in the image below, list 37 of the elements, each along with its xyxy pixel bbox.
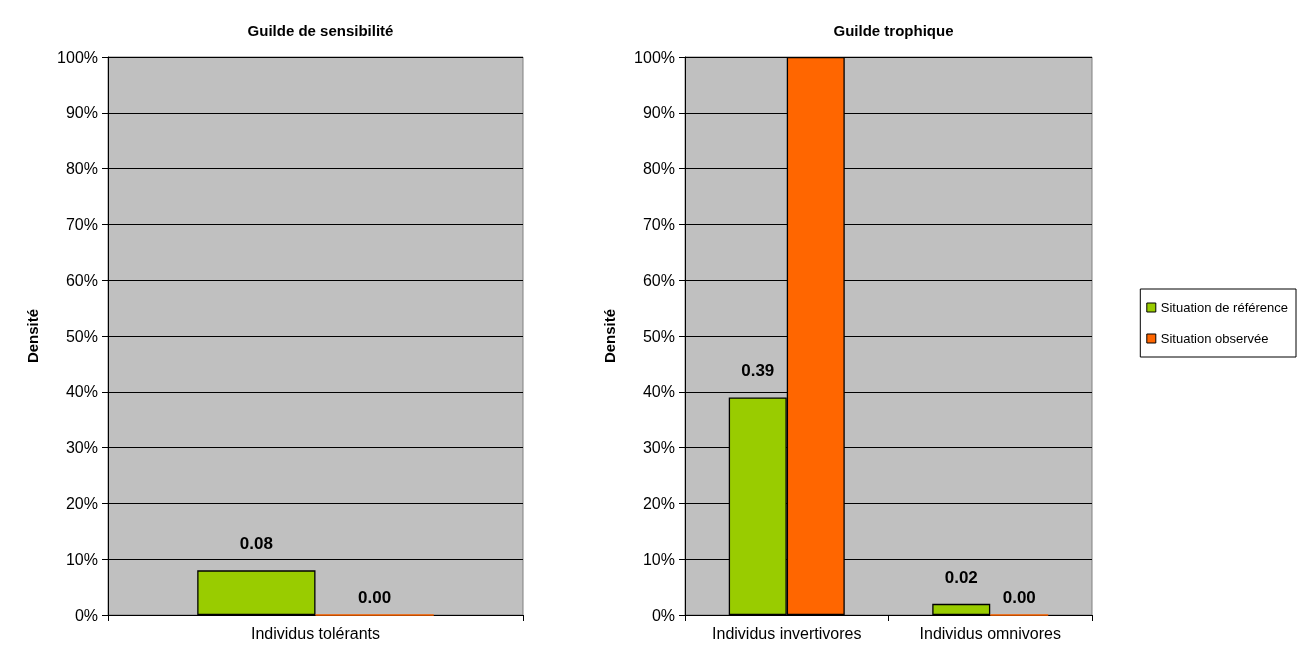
y-tick-label: 10% <box>642 550 675 568</box>
y-tick-label: 30% <box>642 439 675 457</box>
data-label: 0.00 <box>1002 588 1036 608</box>
y-tick-label: 40% <box>65 383 98 401</box>
x-tick-label: Individus tolérants <box>251 624 380 642</box>
data-label: 0.00 <box>358 588 392 608</box>
y-tick-label: 80% <box>65 160 98 178</box>
y-tick-label: 30% <box>65 439 98 457</box>
data-label: 0.02 <box>944 567 978 587</box>
y-tick-label: 60% <box>642 271 675 289</box>
y-tick-label: 20% <box>65 494 98 512</box>
data-label: 0.08 <box>239 534 273 554</box>
y-tick-label: 0% <box>651 606 675 624</box>
x-tick-label: Individus omnivores <box>919 624 1061 642</box>
y-tick-label: 40% <box>642 383 675 401</box>
y-tick-label: 100% <box>634 48 675 66</box>
y-tick-label: 70% <box>642 215 675 233</box>
y-tick-label: 50% <box>642 327 675 345</box>
y-tick-label: 70% <box>65 215 98 233</box>
y-tick-label: 100% <box>57 48 98 66</box>
x-tick-label: Individus invertivores <box>712 624 862 642</box>
y-tick-label: 20% <box>642 494 675 512</box>
y-tick-label: 50% <box>65 327 98 345</box>
y-tick-label: 10% <box>65 550 98 568</box>
y-tick-label: 90% <box>642 104 675 122</box>
data-label: 0.39 <box>741 361 775 381</box>
chart-title: Guilde de sensibilité <box>247 22 394 39</box>
legend-label: Situation de référence <box>1160 300 1289 315</box>
y-axis-title: Densité <box>24 308 41 364</box>
y-tick-label: 0% <box>74 606 98 624</box>
legend-label: Situation observée <box>1160 331 1269 346</box>
chart-title: Guilde trophique <box>833 22 954 39</box>
y-tick-label: 90% <box>65 104 98 122</box>
y-axis-title: Densité <box>601 308 618 364</box>
y-tick-label: 80% <box>642 160 675 178</box>
bar <box>932 603 991 615</box>
y-tick-label: 60% <box>65 271 98 289</box>
